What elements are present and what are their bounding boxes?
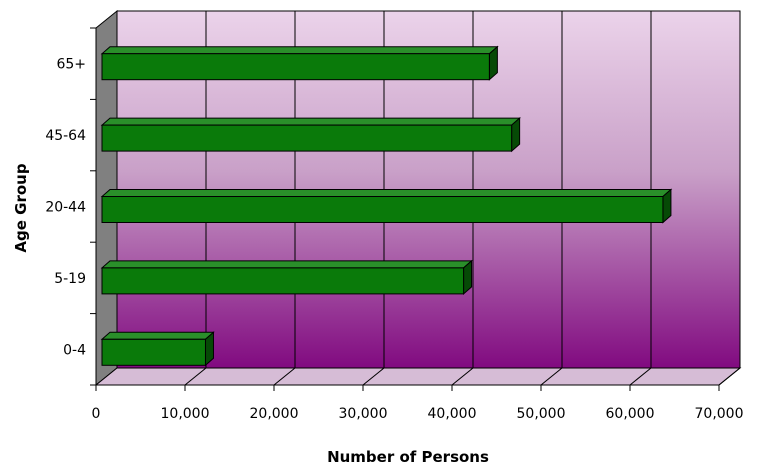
- bar-front: [101, 124, 513, 152]
- floor: [94, 367, 742, 386]
- bar-top: [100, 117, 521, 126]
- bars: [100, 45, 673, 367]
- bar: [100, 116, 521, 153]
- x-tick-label: 10,000: [161, 406, 210, 422]
- floor-gridline: [273, 367, 296, 386]
- x-tick-label: 60,000: [606, 406, 655, 422]
- x-axis-tick-labels: 0 10,000 20,000 30,000 40,000 50,000 60,000 70,…: [92, 385, 744, 422]
- bar-front: [101, 53, 490, 81]
- y-tick-label: 20-44: [45, 200, 86, 216]
- bar-front: [101, 338, 206, 366]
- floor-gridline: [629, 367, 652, 386]
- y-tick-label: 45-64: [45, 128, 86, 144]
- floor-gridline: [451, 367, 474, 386]
- x-tick-label: 40,000: [428, 406, 477, 422]
- bar: [100, 331, 215, 367]
- bar: [100, 259, 473, 296]
- x-tick-label: 50,000: [517, 406, 566, 422]
- x-tick-label: 0: [92, 406, 101, 422]
- bar: [100, 45, 499, 81]
- x-axis-title: Number of Persons: [327, 448, 489, 466]
- bar-top: [100, 260, 473, 269]
- y-tick-label: 0-4: [63, 342, 86, 358]
- bar-front: [101, 267, 465, 295]
- bar: [100, 188, 673, 224]
- x-tick-label: 30,000: [339, 406, 388, 422]
- x-tick-label: 20,000: [250, 406, 299, 422]
- y-tick-label: 65+: [56, 57, 86, 73]
- floor-gridline: [718, 367, 741, 386]
- floor-gridline: [362, 367, 385, 386]
- bar-top: [100, 46, 499, 55]
- y-axis-title: Age Group: [12, 163, 30, 252]
- bar-front: [101, 196, 664, 223]
- bar-top: [100, 189, 673, 197]
- x-tick-label: 70,000: [695, 406, 744, 422]
- floor-gridline: [184, 367, 207, 386]
- bar-top: [100, 331, 215, 340]
- y-axis-tick-labels: 0-4 5-19 20-44 45-64 65+: [45, 27, 96, 386]
- floor-gridline: [540, 367, 563, 386]
- y-tick-label: 5-19: [54, 271, 86, 287]
